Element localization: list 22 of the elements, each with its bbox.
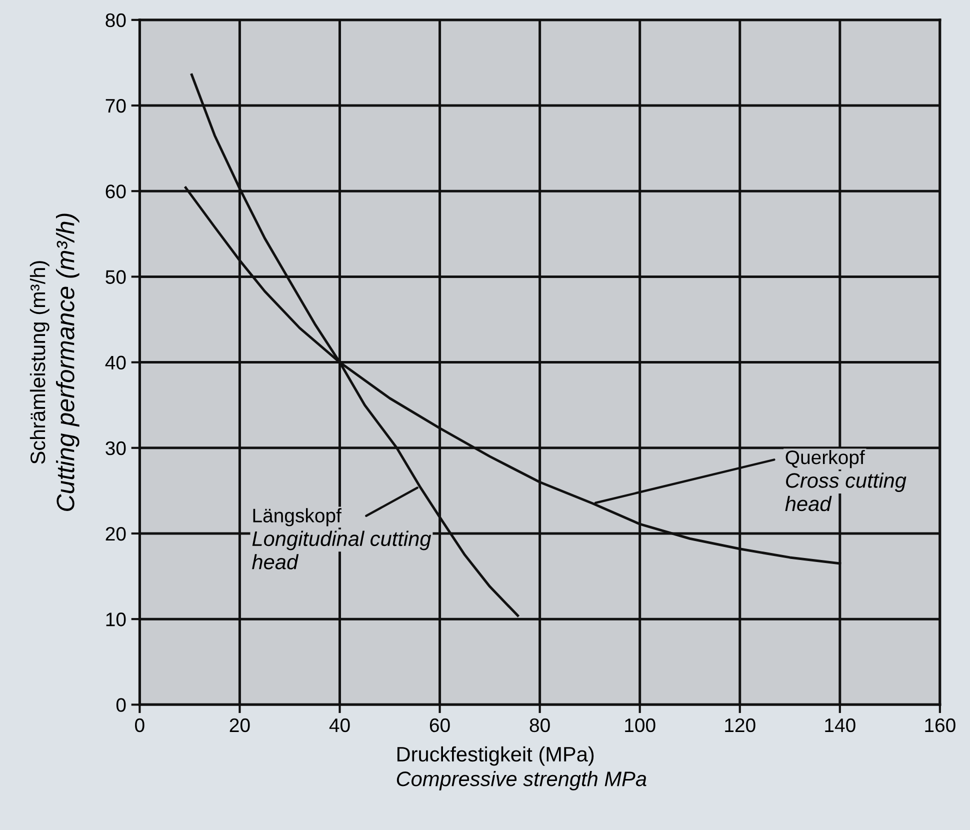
y-tick-label: 40 <box>105 356 126 370</box>
x-tick-label: 40 <box>329 718 350 732</box>
y-tick-label: 50 <box>106 270 126 284</box>
x-tick-label: 140 <box>825 718 856 732</box>
x-tick-label: 60 <box>430 718 450 732</box>
y-tick-label: 80 <box>106 13 126 28</box>
x-tick-label: 100 <box>625 718 656 732</box>
x-tick-label: 160 <box>925 718 956 732</box>
y-tick-label: 10 <box>106 612 126 626</box>
y-tick-label: 70 <box>106 98 126 113</box>
y-tick-label: 60 <box>106 184 126 198</box>
x-tick-label: 80 <box>530 718 550 732</box>
annotation: Querkopf Cross cutting head <box>785 450 906 512</box>
y-tick-label: 0 <box>116 698 126 712</box>
annotation: Längskopf Longitudinal cutting head <box>252 508 432 570</box>
x-tick-label: 0 <box>135 718 144 732</box>
x-tick-label: 120 <box>725 718 756 732</box>
x-axis-title: Druckfestigkeit (MPa) Compressive strength MPa <box>396 746 646 790</box>
y-tick-label: 20 <box>106 526 126 541</box>
x-tick-label: 20 <box>230 718 250 732</box>
y-axis-title: Schrämleistung (m³/h) Cutting performance (m³/h) <box>30 214 80 511</box>
y-tick-label: 30 <box>106 441 126 456</box>
